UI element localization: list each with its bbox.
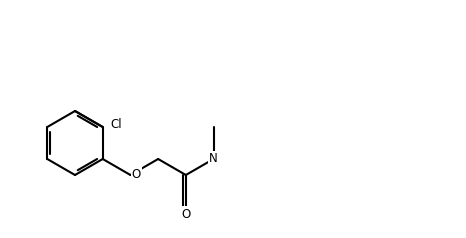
- Text: O: O: [181, 208, 191, 220]
- Text: N: N: [209, 153, 218, 165]
- Text: Cl: Cl: [111, 118, 123, 130]
- Text: O: O: [132, 169, 141, 182]
